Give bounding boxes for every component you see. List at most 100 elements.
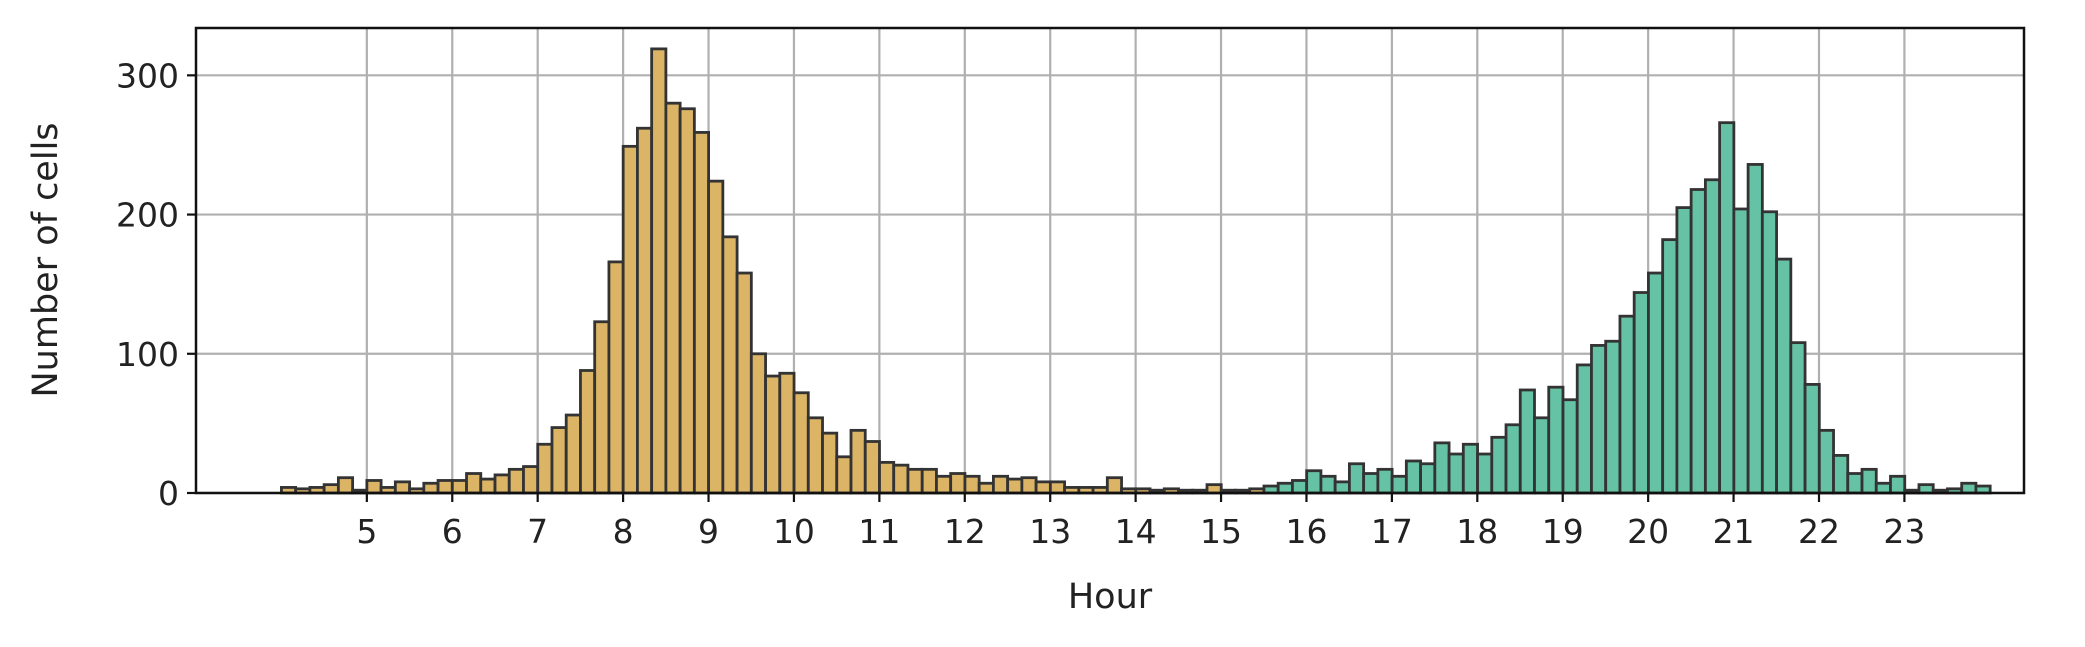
x-tick-label: 20	[1627, 512, 1669, 551]
histogram-bar	[1618, 314, 1636, 495]
histogram-bar	[1447, 452, 1465, 495]
histogram-bar	[1817, 428, 1835, 495]
histogram-bar	[892, 463, 910, 495]
histogram-bar	[735, 271, 753, 495]
x-tick-label: 6	[442, 512, 463, 551]
histogram-bar	[1846, 472, 1864, 495]
histogram-bar	[1048, 480, 1066, 495]
x-tick-label: 10	[773, 512, 815, 551]
histogram-bar	[1518, 388, 1536, 495]
x-tick-label: 5	[356, 512, 377, 551]
histogram-bar	[949, 472, 967, 495]
y-tick-label: 300	[116, 56, 179, 95]
histogram-bar	[1490, 435, 1508, 495]
histogram-bar	[1604, 339, 1622, 495]
y-axis-title: Number of cells	[26, 122, 66, 397]
x-tick-label: 16	[1285, 512, 1327, 551]
histogram-bar	[1575, 363, 1593, 495]
histogram-bar	[863, 440, 881, 495]
histogram-bar	[1718, 121, 1736, 495]
x-tick-label: 21	[1713, 512, 1755, 551]
histogram-bar	[1333, 480, 1351, 495]
y-axis-ticks: 0 100 200 300	[116, 56, 196, 513]
histogram-bar	[1832, 454, 1850, 495]
histogram-bar	[1419, 462, 1437, 495]
histogram-bar	[1476, 452, 1494, 495]
histogram-bar	[1889, 474, 1907, 495]
x-axis-ticks: 5 6 7 8 9 10 11 12 13 14 15 16 17 18 19 20 21 22 23	[356, 493, 1925, 551]
histogram-bar	[493, 473, 511, 495]
histogram-bar	[522, 465, 540, 495]
histogram-bar	[792, 391, 810, 495]
histogram-bar	[365, 479, 383, 495]
histogram-bar	[322, 483, 340, 495]
histogram-bar	[1675, 206, 1693, 495]
y-tick-label: 100	[116, 335, 179, 374]
histogram-bar	[1390, 474, 1408, 495]
histogram-bar	[636, 126, 654, 495]
histogram-bar	[963, 474, 981, 495]
x-tick-label: 8	[613, 512, 634, 551]
histogram-bar	[1632, 291, 1650, 495]
histogram-bar	[977, 481, 995, 495]
histogram-bar	[550, 426, 568, 495]
histogram-bar	[1917, 483, 1935, 495]
y-tick-label: 0	[158, 474, 179, 513]
histogram-bar	[1020, 476, 1038, 495]
histogram-bar	[1561, 398, 1579, 495]
histogram-bar	[664, 101, 682, 495]
histogram-bar	[336, 476, 355, 495]
histogram-bar	[721, 235, 739, 495]
histogram-bar	[564, 413, 582, 495]
histogram-bar	[1590, 344, 1608, 495]
histogram-bar	[1803, 383, 1821, 495]
histogram-bar	[450, 479, 468, 495]
histogram-bar	[1732, 207, 1750, 495]
histogram-bar	[920, 467, 938, 495]
histogram-bar	[835, 455, 853, 495]
histogram-bar	[1960, 481, 1978, 495]
histogram-bar	[1006, 477, 1024, 495]
histogram-bar	[1789, 341, 1807, 495]
x-axis-title: Hour	[1068, 577, 1153, 617]
x-tick-label: 7	[527, 512, 548, 551]
histogram-bar	[778, 371, 796, 495]
x-tick-label: 18	[1456, 512, 1498, 551]
x-tick-label: 9	[698, 512, 719, 551]
x-tick-label: 19	[1542, 512, 1584, 551]
histogram-bar	[579, 369, 597, 495]
histogram-bar	[849, 428, 867, 495]
histogram-bar	[1034, 480, 1052, 495]
histogram-bar	[1504, 423, 1522, 495]
histogram-bar	[393, 480, 411, 495]
histogram-bar	[1461, 442, 1479, 495]
histogram-bar	[1647, 271, 1665, 495]
histogram-bar	[1547, 385, 1565, 495]
histogram-bar	[692, 131, 711, 495]
histogram-bar	[1404, 459, 1422, 495]
x-tick-label: 17	[1371, 512, 1413, 551]
x-tick-label: 22	[1798, 512, 1840, 551]
histogram-bar	[821, 431, 839, 495]
histogram-bar	[1689, 188, 1707, 495]
x-tick-label: 15	[1200, 512, 1242, 551]
histogram-bar	[935, 474, 953, 495]
histogram-bar	[422, 481, 440, 495]
histogram-bar	[436, 479, 454, 495]
histogram-bar	[1347, 462, 1366, 495]
x-tick-label: 23	[1883, 512, 1925, 551]
histogram-bar	[1746, 163, 1764, 495]
histogram-bars	[280, 47, 1992, 495]
histogram-bar	[1205, 483, 1223, 495]
histogram-bar	[1760, 210, 1778, 495]
histogram-bar	[479, 477, 497, 495]
histogram-bar	[1433, 441, 1451, 495]
x-tick-label: 13	[1029, 512, 1071, 551]
histogram-bar	[650, 47, 668, 495]
histogram-bar	[992, 474, 1010, 495]
histogram-bar	[1305, 469, 1323, 495]
histogram-bar	[806, 416, 824, 495]
histogram-bar	[678, 107, 696, 495]
histogram-bar	[1319, 474, 1337, 495]
